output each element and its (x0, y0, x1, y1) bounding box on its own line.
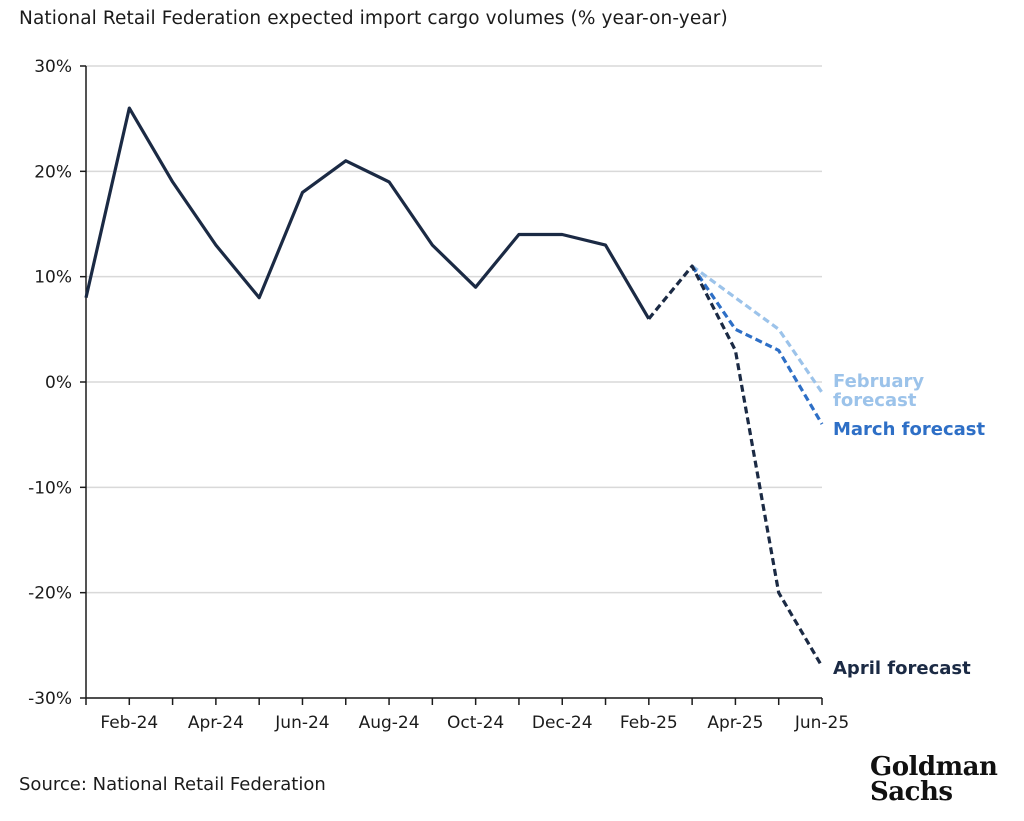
y-tick-label: -10% (28, 478, 72, 498)
y-tick-label: 10% (34, 268, 72, 288)
x-tick-label: Apr-24 (188, 713, 244, 733)
x-tick-label: Dec-24 (532, 713, 593, 733)
series-label-february: February (833, 371, 924, 392)
source-note: Source: National Retail Federation (19, 774, 326, 795)
series-label-february: forecast (833, 390, 917, 411)
series-line-february (691, 264, 824, 394)
series-line-actual (84, 106, 651, 320)
y-tick-label: 20% (34, 162, 72, 182)
x-tick-label: Jun-25 (794, 713, 849, 733)
series-label-april: April forecast (833, 658, 971, 679)
x-tick-label: Apr-25 (707, 713, 763, 733)
y-tick-label: 30% (34, 57, 72, 77)
gridlines (86, 65, 822, 699)
x-tick-label: Aug-24 (359, 713, 420, 733)
x-tick-label: Jun-24 (274, 713, 329, 733)
logo-line-1: Goldman (870, 752, 998, 782)
series-line-april (647, 264, 824, 668)
goldman-sachs-logo: Goldman Sachs (870, 752, 998, 807)
x-tick-label: Oct-24 (447, 713, 504, 733)
logo-line-2: Sachs (870, 777, 953, 807)
chart-title: National Retail Federation expected impo… (19, 8, 728, 29)
y-tick-label: -20% (28, 584, 72, 604)
series-lines (84, 106, 824, 668)
series-label-march: March forecast (833, 419, 985, 440)
axes: 30% 20% 10% 0% -10% -20% -30% Feb-24 Apr-24 Jun-2… (28, 57, 849, 733)
x-tick-label: Feb-24 (100, 713, 158, 733)
y-tick-label: 0% (45, 373, 72, 393)
series-line-march (690, 265, 824, 425)
x-tick-label: Feb-25 (620, 713, 678, 733)
y-tick-label: -30% (28, 689, 72, 709)
